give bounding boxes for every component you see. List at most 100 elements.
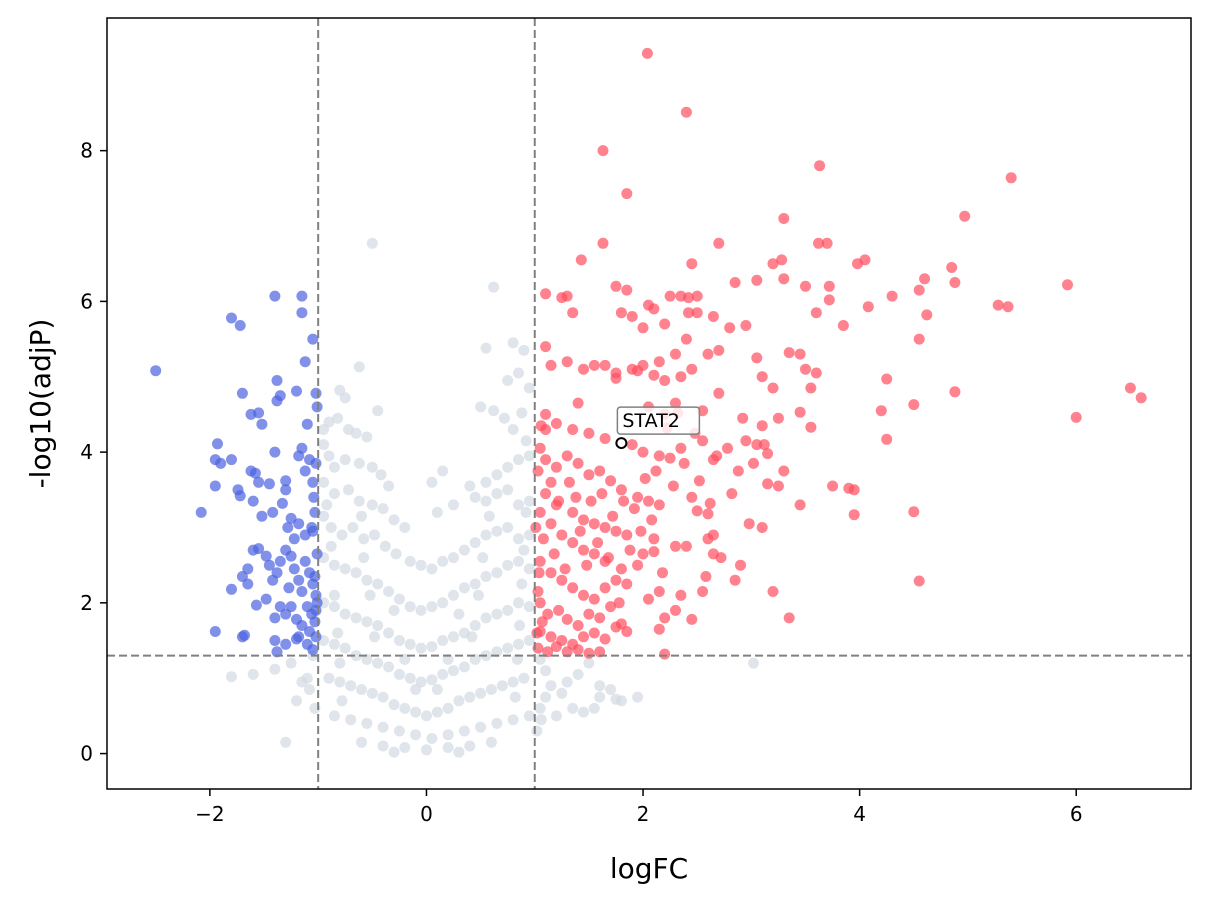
data-point-up — [621, 626, 633, 637]
data-point-down — [215, 457, 227, 469]
data-point-down — [293, 574, 305, 586]
data-point-ns — [383, 627, 395, 639]
data-point-ns — [556, 687, 568, 699]
data-point-up — [599, 633, 611, 645]
data-point-down — [296, 586, 308, 597]
data-point-ns — [583, 657, 595, 669]
data-point-ns — [361, 717, 373, 729]
data-point-down — [242, 578, 254, 590]
data-point-ns — [464, 740, 476, 752]
data-point-ns — [507, 337, 519, 349]
data-point-ns — [453, 608, 465, 620]
data-point-ns — [366, 461, 378, 473]
x-tick-label: 4 — [853, 802, 866, 826]
data-point-up — [908, 506, 920, 518]
data-point-ns — [437, 635, 449, 646]
data-point-up — [821, 237, 833, 249]
data-point-ns — [339, 392, 351, 404]
data-point-up — [827, 480, 839, 492]
data-point-ns — [383, 586, 395, 597]
data-point-up — [613, 597, 625, 609]
data-point-down — [239, 629, 250, 641]
data-point-up — [540, 408, 552, 420]
data-point-up — [700, 571, 712, 582]
data-point-ns — [375, 469, 387, 481]
data-point-up — [615, 484, 627, 496]
data-point-ns — [502, 484, 514, 496]
data-point-up — [691, 505, 703, 517]
data-point-ns — [415, 604, 427, 616]
data-point-down — [307, 644, 319, 656]
data-point-up — [596, 488, 608, 500]
data-point-down — [249, 467, 261, 479]
data-point-up — [585, 495, 597, 507]
data-point-up — [670, 604, 681, 616]
data-point-up — [588, 627, 600, 639]
data-point-ns — [431, 506, 443, 518]
data-point-up — [670, 348, 681, 360]
data-point-down — [276, 497, 288, 509]
data-point-ns — [453, 746, 465, 758]
data-point-up — [540, 288, 552, 300]
data-point-down — [263, 478, 275, 490]
data-point-ns — [393, 593, 405, 605]
data-point-up — [664, 290, 676, 302]
data-point-ns — [353, 361, 365, 373]
data-point-up — [767, 258, 779, 270]
data-point-down — [269, 635, 281, 646]
data-point-up — [572, 620, 584, 631]
data-point-up — [648, 369, 660, 381]
data-point-up — [735, 559, 746, 571]
data-point-up — [767, 382, 779, 394]
data-point-up — [675, 371, 687, 383]
data-point-down — [301, 418, 313, 430]
data-point-up — [693, 475, 705, 487]
data-point-ns — [347, 522, 359, 533]
data-point-ns — [588, 702, 600, 714]
data-point-ns — [426, 733, 438, 744]
data-point-up — [545, 631, 557, 643]
data-point-up — [805, 421, 817, 433]
y-tick-label: 0 — [80, 742, 93, 766]
data-point-up — [648, 546, 660, 558]
data-point-ns — [304, 684, 315, 695]
data-point-ns — [321, 499, 333, 511]
data-point-ns — [399, 742, 411, 753]
data-point-up — [913, 575, 925, 587]
data-point-up — [697, 586, 709, 597]
data-point-ns — [502, 559, 514, 571]
data-point-up — [567, 506, 579, 518]
data-point-up — [607, 510, 619, 522]
data-point-up — [628, 503, 640, 515]
data-point-ns — [485, 736, 497, 748]
data-point-ns — [491, 717, 503, 729]
data-point-ns — [372, 657, 384, 669]
data-point-down — [150, 365, 162, 377]
data-point-up — [664, 452, 676, 464]
data-point-down — [271, 567, 283, 579]
data-point-up — [615, 563, 627, 575]
data-point-up — [572, 397, 584, 409]
data-point-ns — [513, 367, 524, 379]
data-point-ns — [377, 503, 389, 515]
data-point-up — [778, 273, 790, 285]
data-point-up — [683, 292, 694, 304]
data-point-down — [271, 646, 283, 658]
data-point-up — [919, 273, 931, 285]
data-point-up — [881, 373, 893, 385]
data-point-up — [886, 290, 898, 302]
data-point-down — [296, 307, 308, 319]
data-point-ns — [448, 589, 459, 601]
data-point-ns — [464, 480, 476, 492]
data-point-ns — [507, 424, 519, 435]
data-point-ns — [383, 661, 395, 673]
data-point-up — [848, 509, 860, 521]
data-point-up — [751, 352, 763, 364]
data-point-down — [269, 612, 281, 624]
data-point-up — [583, 427, 595, 439]
data-point-ns — [328, 559, 340, 571]
data-point-ns — [523, 529, 535, 541]
data-point-down — [282, 522, 294, 533]
data-point-down — [247, 495, 259, 507]
